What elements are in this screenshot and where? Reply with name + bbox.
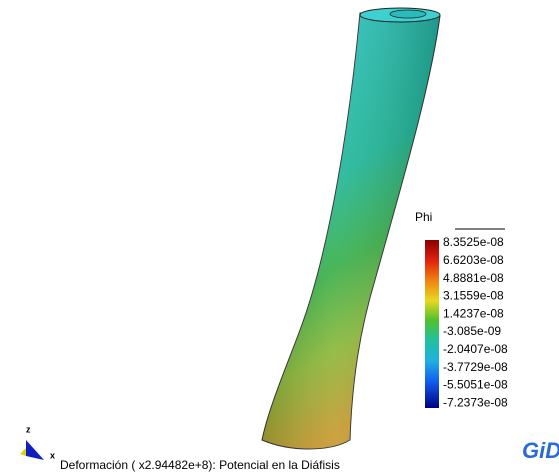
- legend-label: -7.2373e-08: [443, 395, 508, 409]
- legend-label: 3.1559e-08: [443, 289, 504, 303]
- caption: Deformación ( x2.94482e+8): Potencial en…: [60, 458, 340, 472]
- axes-icon: z x: [20, 424, 55, 460]
- legend-label: 6.6203e-08: [443, 253, 504, 267]
- legend-label: 1.4237e-08: [443, 306, 504, 320]
- legend-title: Phi: [415, 210, 432, 224]
- color-scale: [425, 240, 439, 408]
- legend-label: -5.5051e-08: [443, 378, 508, 392]
- legend-label: -3.085e-09: [443, 324, 501, 338]
- legend-label: -2.0407e-08: [443, 342, 508, 356]
- legend-label: 8.3525e-08: [443, 235, 504, 249]
- axis-z: z: [26, 424, 31, 434]
- axis-x: x: [50, 450, 55, 460]
- logo: GiD: [522, 438, 559, 463]
- legend-label: 4.8881e-08: [443, 271, 504, 285]
- gid-logo: GiD: [522, 438, 559, 463]
- viewport: Phi 8.3525e-08 6.6203e-08 4.8881e-08 3.1559…: [0, 0, 559, 475]
- legend-labels: 8.3525e-08 6.6203e-08 4.8881e-08 3.1559e-08…: [443, 235, 508, 409]
- legend-label: -3.7729e-08: [443, 360, 508, 374]
- bone-model: [262, 8, 440, 449]
